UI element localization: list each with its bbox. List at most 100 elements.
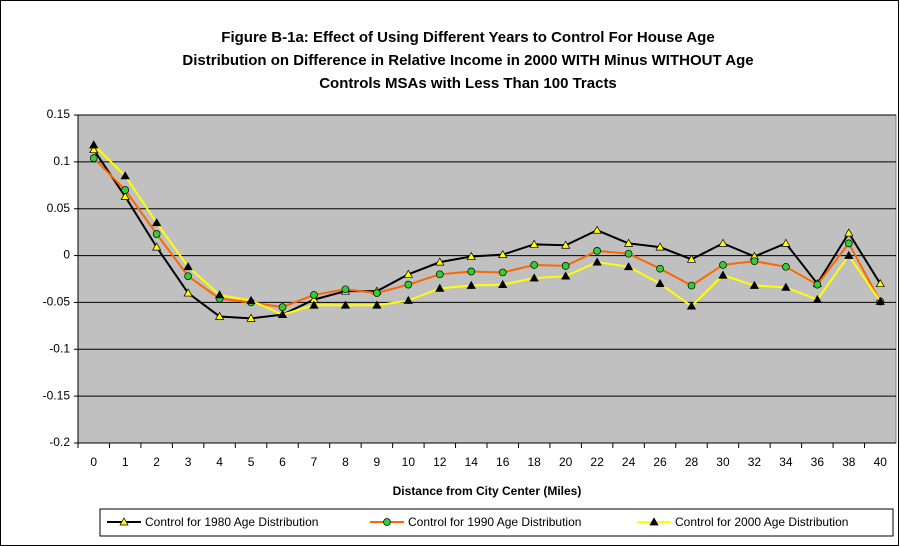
data-point bbox=[246, 295, 256, 304]
y-tick-label: 0.1 bbox=[53, 154, 70, 168]
data-point bbox=[498, 279, 508, 288]
data-point bbox=[309, 300, 319, 309]
x-tick-label: 9 bbox=[374, 455, 381, 469]
data-point bbox=[498, 268, 507, 277]
x-tick-label: 14 bbox=[465, 455, 479, 469]
series-line bbox=[93, 157, 882, 309]
data-point bbox=[687, 281, 696, 290]
chart-title: Figure B-1a: Effect of Using Different Y… bbox=[221, 29, 714, 46]
legend-label: Control for 2000 Age Distribution bbox=[675, 515, 848, 529]
data-point bbox=[403, 295, 413, 304]
data-point bbox=[781, 238, 791, 247]
legend bbox=[99, 508, 894, 537]
x-tick-label: 30 bbox=[716, 455, 730, 469]
data-point bbox=[310, 291, 318, 299]
x-tick-label: 20 bbox=[559, 455, 573, 469]
plot-area bbox=[77, 114, 897, 444]
data-point bbox=[89, 144, 99, 154]
x-tick-label: 1 bbox=[122, 455, 129, 469]
x-tick-label: 32 bbox=[748, 455, 762, 469]
data-point bbox=[214, 290, 225, 299]
data-point bbox=[875, 278, 885, 288]
data-point bbox=[844, 239, 853, 248]
data-point bbox=[561, 262, 570, 270]
data-point bbox=[812, 294, 822, 303]
legend-label: Control for 1980 Age Distribution bbox=[145, 515, 318, 529]
data-point bbox=[466, 251, 476, 260]
data-point bbox=[750, 257, 759, 266]
x-tick-label: 8 bbox=[342, 455, 349, 469]
x-tick-label: 38 bbox=[842, 455, 856, 469]
x-tick-label: 26 bbox=[653, 455, 667, 469]
x-tick-label: 40 bbox=[874, 455, 888, 469]
data-point bbox=[529, 273, 539, 282]
data-point bbox=[152, 218, 162, 227]
data-point bbox=[120, 191, 130, 200]
data-point bbox=[686, 254, 697, 263]
data-point bbox=[277, 309, 288, 318]
x-tick-label: 6 bbox=[279, 455, 286, 469]
data-point bbox=[719, 261, 727, 269]
data-point bbox=[623, 238, 634, 247]
x-tick-label: 16 bbox=[496, 455, 510, 469]
y-tick-label: 0 bbox=[63, 248, 70, 262]
data-point bbox=[781, 282, 791, 291]
data-point bbox=[121, 186, 130, 194]
data-point bbox=[655, 278, 665, 288]
data-point bbox=[844, 228, 854, 237]
legend-marker bbox=[119, 517, 129, 526]
x-tick-label: 18 bbox=[528, 455, 542, 469]
x-tick-label: 28 bbox=[685, 455, 699, 469]
data-point bbox=[686, 301, 697, 310]
data-point bbox=[404, 280, 413, 289]
data-point bbox=[214, 311, 225, 320]
data-point bbox=[655, 242, 665, 251]
data-point bbox=[152, 230, 161, 238]
data-point bbox=[782, 262, 790, 271]
y-tick-label: 0.15 bbox=[47, 107, 71, 121]
data-point bbox=[152, 242, 162, 251]
data-point bbox=[403, 269, 413, 278]
y-tick-label: -0.05 bbox=[43, 295, 71, 309]
x-tick-label: 36 bbox=[811, 455, 825, 469]
x-axis-label: Distance from City Center (Miles) bbox=[393, 484, 582, 498]
data-point bbox=[529, 239, 539, 248]
data-point bbox=[561, 271, 571, 280]
data-point bbox=[624, 249, 633, 258]
data-point bbox=[373, 289, 381, 297]
series-line bbox=[93, 144, 882, 316]
data-point bbox=[593, 247, 601, 255]
data-point bbox=[435, 257, 445, 266]
data-point bbox=[844, 250, 854, 259]
x-tick-label: 7 bbox=[311, 455, 318, 469]
x-tick-label: 3 bbox=[185, 455, 192, 469]
x-tick-label: 10 bbox=[402, 455, 416, 469]
data-point bbox=[435, 283, 445, 292]
data-point bbox=[89, 154, 98, 162]
data-point bbox=[120, 171, 130, 180]
series-line bbox=[92, 149, 882, 320]
data-point bbox=[340, 300, 351, 309]
x-tick-label: 12 bbox=[433, 455, 447, 469]
data-point bbox=[466, 280, 476, 289]
chart-title: Distribution on Difference in Relative I… bbox=[182, 52, 753, 69]
data-point bbox=[718, 270, 728, 279]
data-point bbox=[246, 313, 256, 322]
data-point bbox=[875, 296, 885, 305]
data-point bbox=[592, 257, 602, 266]
data-point bbox=[530, 261, 539, 269]
data-point bbox=[278, 303, 287, 311]
data-point bbox=[183, 288, 193, 297]
y-tick-label: -0.2 bbox=[49, 435, 70, 449]
y-tick-label: 0.05 bbox=[47, 201, 71, 215]
data-point bbox=[749, 280, 760, 289]
data-point bbox=[561, 240, 571, 249]
legend-label: Control for 1990 Age Distribution bbox=[408, 515, 581, 529]
data-point bbox=[435, 270, 444, 279]
data-point bbox=[656, 264, 664, 273]
x-tick-label: 22 bbox=[590, 455, 604, 469]
data-point bbox=[498, 249, 508, 258]
x-tick-label: 5 bbox=[248, 455, 255, 469]
data-point bbox=[718, 238, 728, 247]
